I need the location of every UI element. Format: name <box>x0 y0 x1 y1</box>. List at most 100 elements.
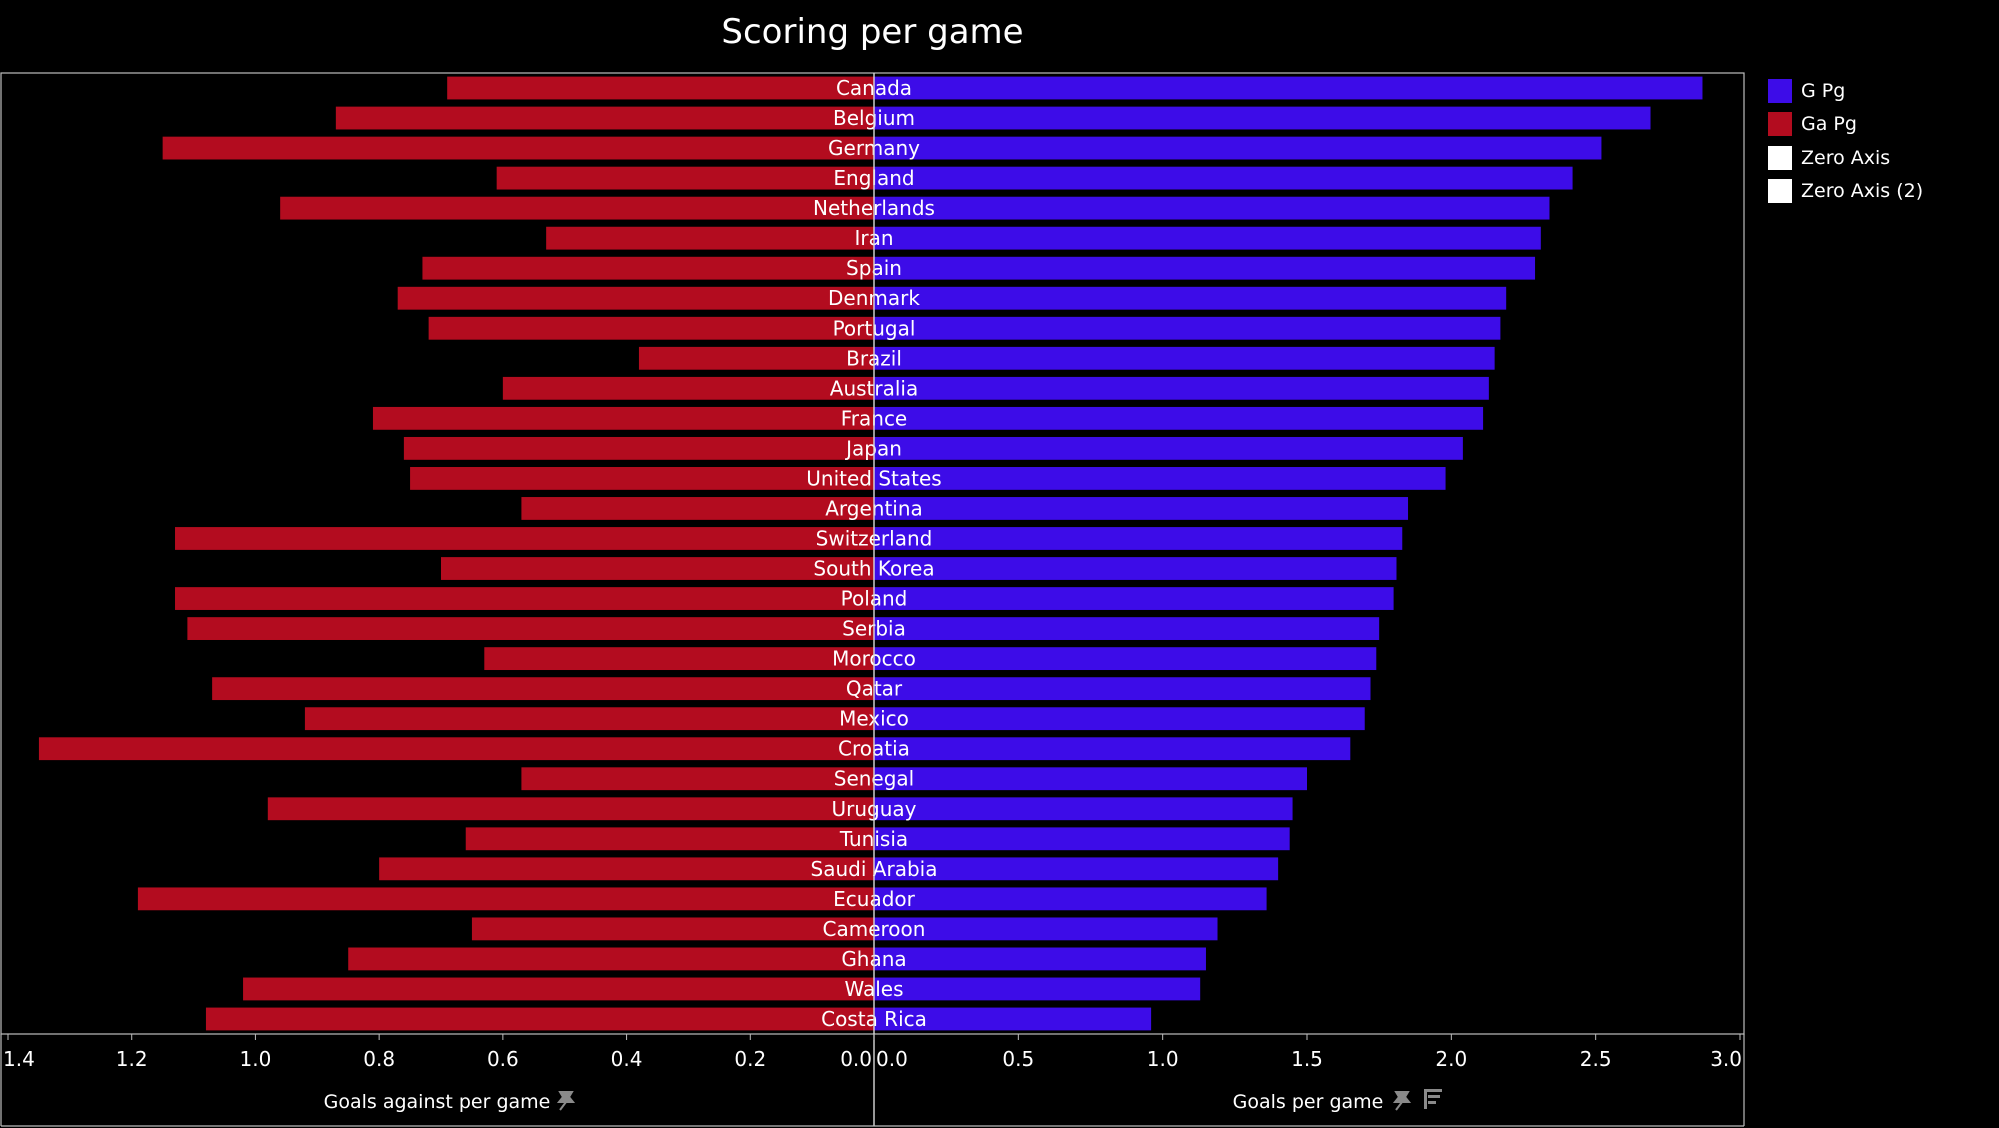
bar-g-pg[interactable] <box>874 346 1495 370</box>
left-tick-label: 1.4 <box>3 1047 35 1071</box>
legend-label: Zero Axis <box>1801 146 1891 169</box>
bar-ga-pg[interactable] <box>162 136 875 160</box>
bar-ga-pg[interactable] <box>465 827 874 851</box>
bar-g-pg[interactable] <box>874 226 1541 250</box>
bar-g-pg[interactable] <box>874 166 1573 190</box>
right-tick-label: 3.0 <box>1710 1047 1742 1071</box>
bar-g-pg[interactable] <box>874 497 1409 520</box>
bar-ga-pg[interactable] <box>205 1007 874 1031</box>
right-tick-label: 1.0 <box>1147 1047 1179 1071</box>
bar-ga-pg[interactable] <box>638 346 874 370</box>
bar-g-pg[interactable] <box>874 887 1267 911</box>
left-tick-label: 0.4 <box>611 1047 643 1071</box>
bar-ga-pg[interactable] <box>280 196 875 220</box>
bar-g-pg[interactable] <box>874 947 1206 971</box>
bar-ga-pg[interactable] <box>422 256 874 280</box>
legend-item[interactable]: Zero Axis (2) <box>1768 175 1923 209</box>
left-tick-label: 1.2 <box>116 1047 148 1071</box>
bar-ga-pg[interactable] <box>502 376 874 400</box>
bar-g-pg[interactable] <box>874 1007 1152 1031</box>
bar-ga-pg[interactable] <box>137 887 874 911</box>
bar-ga-pg[interactable] <box>175 527 874 550</box>
bar-ga-pg[interactable] <box>521 767 874 791</box>
g-pg-series <box>874 76 1703 1031</box>
bar-g-pg[interactable] <box>874 256 1536 280</box>
bar-g-pg[interactable] <box>874 196 1550 220</box>
right-tick-label: 2.0 <box>1435 1047 1467 1071</box>
bar-g-pg[interactable] <box>874 827 1290 851</box>
bar-ga-pg[interactable] <box>428 316 874 340</box>
bar-g-pg[interactable] <box>874 797 1293 821</box>
bar-g-pg[interactable] <box>874 136 1602 160</box>
bar-ga-pg[interactable] <box>372 406 874 430</box>
bar-ga-pg[interactable] <box>335 106 874 130</box>
right-tick-label: 0.0 <box>876 1047 908 1071</box>
bar-g-pg[interactable] <box>874 767 1307 791</box>
bar-ga-pg[interactable] <box>471 917 874 941</box>
legend-swatch <box>1768 112 1792 137</box>
bar-ga-pg[interactable] <box>348 947 874 971</box>
bar-ga-pg[interactable] <box>243 977 875 1001</box>
bar-g-pg[interactable] <box>874 707 1365 731</box>
bar-ga-pg[interactable] <box>447 76 874 100</box>
bar-ga-pg[interactable] <box>379 857 874 881</box>
right-tick-label: 2.5 <box>1580 1047 1612 1071</box>
bar-g-pg[interactable] <box>874 286 1507 310</box>
bar-g-pg[interactable] <box>874 677 1371 701</box>
legend-item[interactable]: G Pg <box>1768 74 1923 108</box>
bar-g-pg[interactable] <box>874 557 1397 580</box>
bar-g-pg[interactable] <box>874 376 1489 400</box>
bar-ga-pg[interactable] <box>410 467 874 490</box>
bar-ga-pg[interactable] <box>484 647 874 671</box>
left-tick-label: 0.2 <box>734 1047 766 1071</box>
legend-label: G Pg <box>1801 79 1846 102</box>
left-tick-label: 0.8 <box>363 1047 395 1071</box>
bar-ga-pg[interactable] <box>175 587 874 610</box>
bar-ga-pg[interactable] <box>546 226 874 250</box>
bar-ga-pg[interactable] <box>397 286 874 310</box>
right-axis-title: Goals per game <box>1233 1091 1384 1113</box>
bar-g-pg[interactable] <box>874 917 1218 941</box>
category-label: Japan <box>844 436 902 460</box>
bar-g-pg[interactable] <box>874 647 1377 671</box>
pin-icon[interactable] <box>556 1091 576 1111</box>
legend-swatch <box>1768 145 1792 170</box>
bar-g-pg[interactable] <box>874 106 1651 130</box>
sort-icon[interactable] <box>1424 1089 1442 1109</box>
bar-ga-pg[interactable] <box>521 497 874 520</box>
bar-ga-pg[interactable] <box>267 797 874 821</box>
bar-g-pg[interactable] <box>874 467 1446 490</box>
left-tick-label: 1.0 <box>240 1047 272 1071</box>
bar-g-pg[interactable] <box>874 527 1403 550</box>
bar-ga-pg[interactable] <box>38 737 874 761</box>
legend-item[interactable]: Zero Axis <box>1768 141 1923 175</box>
right-tick-label: 1.5 <box>1291 1047 1323 1071</box>
legend-swatch <box>1768 179 1792 204</box>
bar-ga-pg[interactable] <box>496 166 874 190</box>
legend-label: Zero Axis (2) <box>1801 180 1924 203</box>
ga-pg-series <box>38 76 875 1031</box>
bar-ga-pg[interactable] <box>304 707 874 731</box>
left-tick-label: 0.6 <box>487 1047 519 1071</box>
bar-g-pg[interactable] <box>874 737 1351 761</box>
bar-ga-pg[interactable] <box>403 436 874 460</box>
bar-ga-pg[interactable] <box>212 677 875 701</box>
bar-g-pg[interactable] <box>874 406 1484 430</box>
legend-label: Ga Pg <box>1801 113 1857 136</box>
chart-title: Scoring per game <box>721 12 1024 52</box>
bar-g-pg[interactable] <box>874 436 1463 460</box>
bar-g-pg[interactable] <box>874 617 1380 640</box>
bar-ga-pg[interactable] <box>441 557 874 580</box>
legend-item[interactable]: Ga Pg <box>1768 108 1923 142</box>
bar-g-pg[interactable] <box>874 316 1501 340</box>
bar-g-pg[interactable] <box>874 587 1394 610</box>
left-axis-title: Goals against per game <box>324 1091 551 1113</box>
plot-frame <box>0 72 1745 1035</box>
bar-g-pg[interactable] <box>874 76 1703 100</box>
bar-g-pg[interactable] <box>874 977 1201 1001</box>
bar-ga-pg[interactable] <box>187 617 874 640</box>
legend: G Pg Ga Pg Zero Axis Zero Axis (2) <box>1768 74 1923 208</box>
bar-g-pg[interactable] <box>874 857 1279 881</box>
pin-icon[interactable] <box>1392 1091 1412 1111</box>
